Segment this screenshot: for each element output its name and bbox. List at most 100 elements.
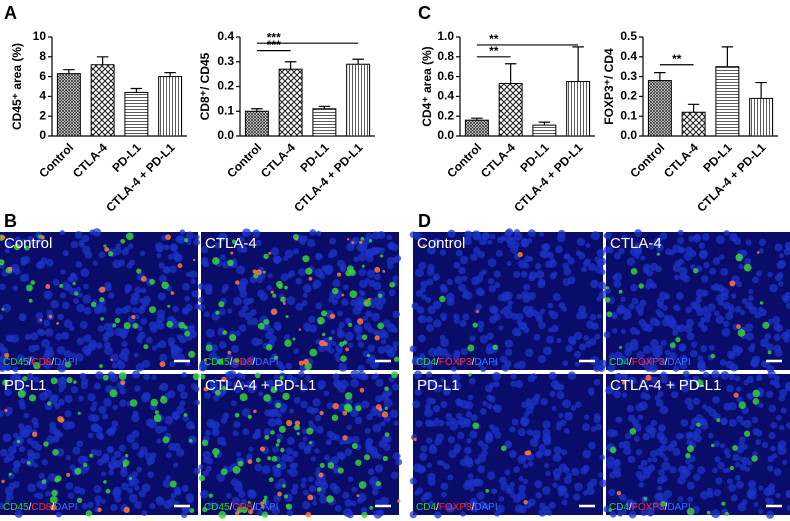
nucleus: [477, 326, 484, 333]
green-cell: [656, 252, 660, 256]
nucleus: [567, 371, 577, 380]
nucleus: [493, 381, 500, 388]
nucleus: [177, 353, 186, 362]
nucleus: [652, 350, 660, 358]
nucleus: [429, 444, 436, 451]
nucleus: [656, 243, 664, 252]
nucleus: [314, 480, 321, 487]
nucleus: [424, 408, 433, 418]
nucleus: [126, 487, 134, 494]
nucleus: [284, 334, 291, 341]
green-cell: [762, 321, 770, 329]
nucleus: [460, 348, 468, 356]
nucleus: [599, 479, 607, 488]
bar: [90, 64, 115, 137]
bar: [278, 68, 303, 137]
nucleus: [265, 379, 275, 388]
nucleus: [621, 509, 627, 515]
nucleus: [592, 364, 601, 372]
nucleus: [690, 341, 698, 348]
nucleus: [236, 243, 246, 253]
nucleus: [427, 420, 435, 427]
nucleus: [669, 382, 676, 389]
nucleus: [83, 334, 92, 343]
nucleus: [315, 425, 324, 434]
nucleus: [114, 495, 122, 503]
x-tick-label: Control: [224, 140, 264, 180]
nucleus: [211, 428, 220, 437]
green-cell: [276, 438, 281, 443]
nucleus: [357, 341, 365, 348]
nucleus: [668, 352, 678, 361]
nucleus: [588, 337, 597, 346]
nucleus: [598, 290, 607, 299]
nucleus: [641, 459, 648, 467]
nucleus: [413, 370, 423, 379]
nucleus: [81, 503, 89, 510]
nucleus: [190, 278, 196, 285]
nucleus: [135, 363, 145, 372]
red-cell: [268, 251, 272, 255]
nucleus: [546, 335, 555, 344]
nucleus: [551, 405, 557, 412]
nucleus: [467, 473, 474, 479]
nucleus: [507, 300, 513, 306]
stain-legend: CD45/CD8/DAPI: [3, 502, 78, 513]
nucleus: [535, 269, 545, 279]
bar: [566, 81, 591, 137]
red-cell: [252, 269, 257, 274]
nucleus: [271, 408, 280, 417]
nucleus: [156, 314, 165, 323]
nucleus: [239, 381, 246, 389]
green-cell: [184, 330, 190, 337]
green-cell: [468, 373, 472, 377]
nucleus: [137, 450, 145, 458]
nucleus: [411, 302, 419, 310]
green-cell: [380, 254, 384, 258]
y-tick-label: 8: [39, 49, 46, 63]
green-cell: [267, 456, 272, 461]
y-tick-label: 0.6: [437, 69, 454, 83]
nucleus: [699, 249, 708, 259]
nucleus: [528, 274, 536, 282]
green-cell: [280, 447, 285, 453]
nucleus: [513, 466, 521, 473]
y-tick-label: 0.3: [620, 69, 637, 83]
nucleus: [251, 506, 257, 512]
nucleus: [748, 480, 757, 488]
nucleus: [12, 466, 20, 473]
green-cell: [188, 350, 196, 358]
nucleus: [364, 248, 374, 258]
green-cell: [189, 439, 193, 443]
nucleus: [286, 272, 293, 279]
red-cell: [260, 504, 265, 509]
nucleus: [608, 488, 616, 497]
nucleus: [470, 253, 478, 261]
nucleus: [165, 475, 171, 481]
nucleus: [421, 294, 427, 300]
significance-label: ***: [267, 38, 281, 52]
green-cell: [292, 337, 296, 341]
nucleus: [226, 353, 233, 361]
nucleus: [33, 344, 40, 351]
nucleus: [617, 511, 623, 517]
nucleus: [477, 361, 483, 368]
nucleus: [596, 313, 602, 319]
nucleus: [635, 448, 643, 456]
red-cell: [247, 459, 253, 465]
nucleus: [154, 242, 164, 251]
green-cell: [472, 422, 480, 430]
nucleus: [369, 446, 378, 455]
nucleus: [554, 245, 563, 254]
nucleus: [23, 412, 29, 419]
nucleus: [5, 334, 12, 342]
nucleus: [680, 354, 688, 363]
stain-name: DAPI: [255, 502, 278, 513]
red-cell: [756, 251, 760, 254]
nucleus: [755, 429, 763, 437]
nucleus: [289, 468, 298, 477]
red-cell: [253, 409, 257, 414]
nucleus: [627, 455, 636, 464]
nucleus: [784, 241, 790, 249]
nucleus: [314, 448, 320, 454]
